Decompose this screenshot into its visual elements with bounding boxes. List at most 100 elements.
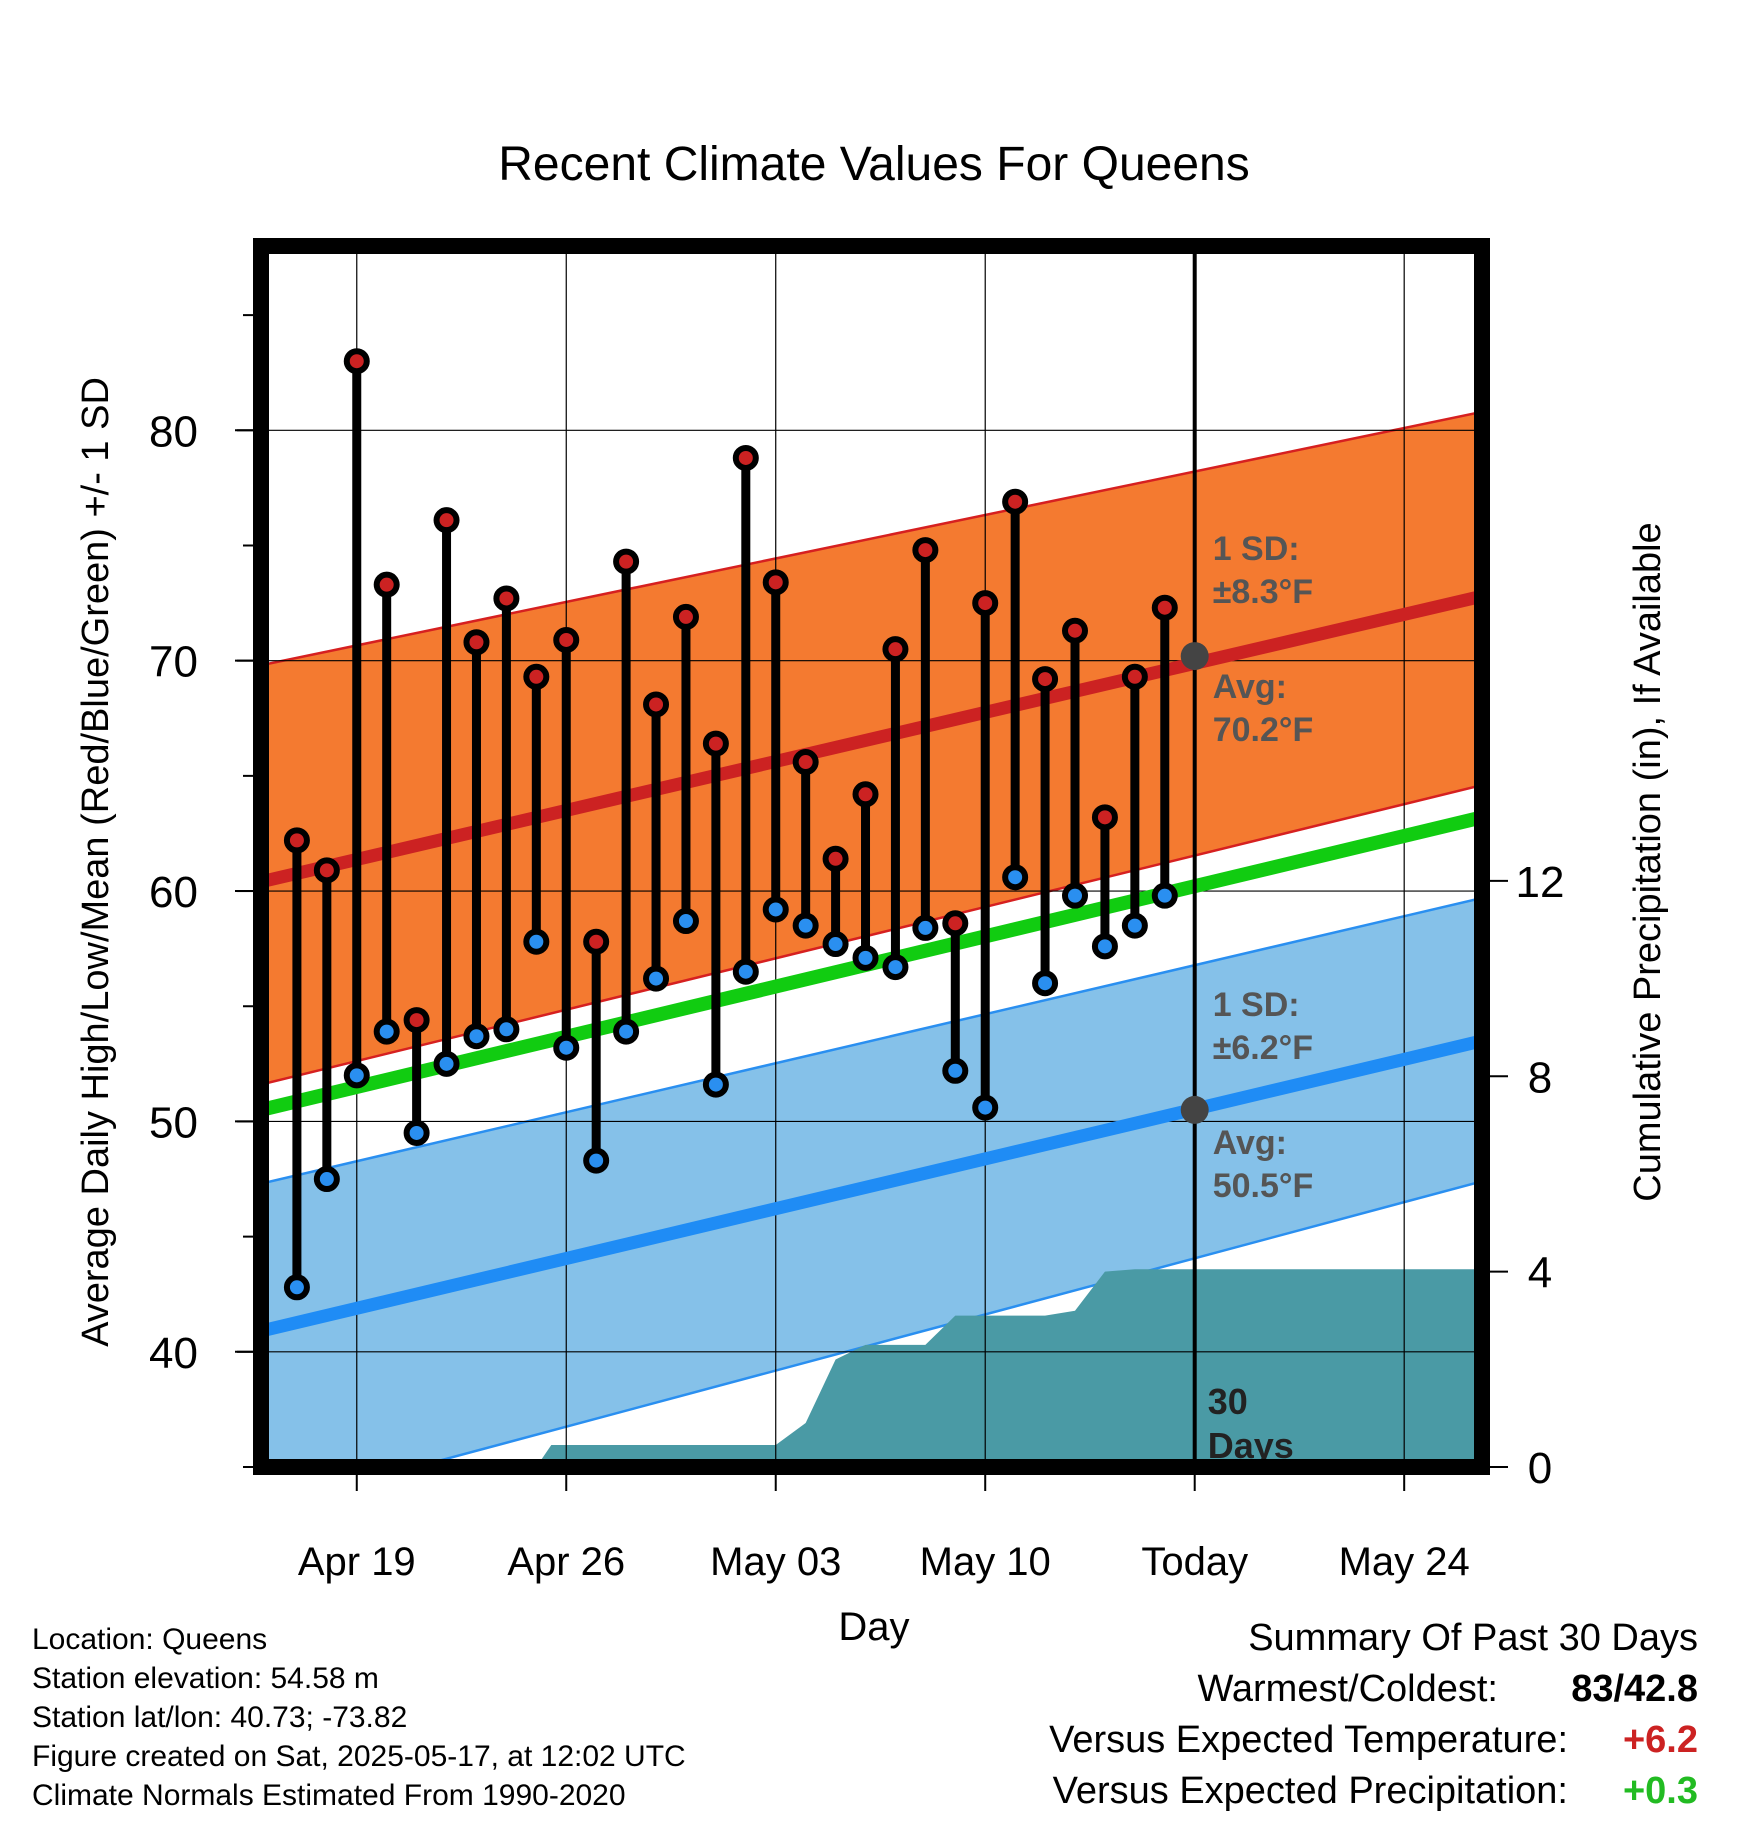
- high-point-16: [762, 569, 789, 596]
- y2-tick-label-0: 0: [1528, 1444, 1552, 1493]
- low-point-11: [613, 1018, 640, 1045]
- high-point-24: [1002, 488, 1029, 515]
- x-tick-label-4: Today: [1141, 1540, 1248, 1584]
- high-sd-value: ±8.3°F: [1213, 573, 1313, 611]
- window-label-number: 30: [1208, 1381, 1248, 1422]
- high-point-19: [852, 781, 879, 808]
- y-tick-label-70: 70: [149, 638, 198, 687]
- low-avg-label: Avg:: [1213, 1124, 1287, 1162]
- high-avg-line: [261, 589, 1482, 889]
- chart-title: Recent Climate Values For Queens: [498, 138, 1249, 191]
- low-point-26: [1062, 882, 1088, 909]
- low-point-12: [643, 965, 670, 992]
- low-point-5: [433, 1050, 460, 1077]
- high-avg-label: Avg:: [1213, 668, 1287, 706]
- high-point-3: [373, 571, 400, 598]
- y2-tick-label-4: 4: [1528, 1249, 1552, 1298]
- high-point-2: [343, 348, 370, 375]
- low-sd-label: 1 SD:: [1213, 986, 1300, 1024]
- y-tick-label-50: 50: [149, 1098, 198, 1147]
- high-sd-label: 1 SD:: [1213, 530, 1300, 568]
- y2-tick-label-8: 8: [1528, 1053, 1552, 1102]
- low-point-27: [1091, 933, 1118, 960]
- summary-precip-row: Versus Expected Precipitation: +0.3: [898, 1770, 1698, 1821]
- high-sd-band-upper-edge: [261, 410, 1482, 667]
- y2-tick-label-12: 12: [1516, 858, 1565, 907]
- high-point-6: [463, 629, 490, 656]
- high-point-10: [583, 928, 610, 955]
- summary-panel: Summary Of Past 30 Days Warmest/Coldest:…: [898, 1617, 1698, 1821]
- elevation-text: Station elevation: 54.58 m: [32, 1662, 379, 1695]
- low-point-28: [1121, 912, 1148, 939]
- x-tick-label-5: May 24: [1339, 1540, 1470, 1584]
- y-tick-label-80: 80: [149, 407, 198, 456]
- location-text: Location: Queens: [32, 1623, 268, 1656]
- high-point-15: [732, 444, 759, 471]
- precip-label: Versus Expected Precipitation:: [1052, 1770, 1568, 1812]
- created-text: Figure created on Sat, 2025-05-17, at 12…: [32, 1740, 686, 1773]
- today-high-avg-marker: [1180, 642, 1209, 671]
- low-point-14: [702, 1071, 729, 1098]
- low-point-17: [792, 912, 819, 939]
- x-tick-label-0: Apr 19: [298, 1540, 416, 1584]
- summary-temp-row: Versus Expected Temperature: +6.2: [898, 1719, 1698, 1770]
- high-point-8: [523, 663, 550, 690]
- low-point-20: [882, 954, 909, 981]
- plot-area: 1 SD: ±8.3°F Avg: 70.2°F 1 SD: ±6.2°F Avg: 50.5…: [261, 246, 1482, 1467]
- high-point-7: [493, 585, 520, 612]
- high-point-9: [553, 626, 580, 653]
- low-point-16: [762, 896, 789, 923]
- high-point-12: [643, 691, 670, 718]
- low-point-8: [523, 928, 550, 955]
- high-avg-value: 70.2°F: [1213, 711, 1314, 749]
- low-point-4: [403, 1119, 430, 1146]
- low-point-29: [1151, 882, 1178, 909]
- high-point-4: [403, 1007, 430, 1034]
- low-point-18: [822, 931, 849, 958]
- normals-text: Climate Normals Estimated From 1990-2020: [32, 1779, 626, 1812]
- low-point-24: [1002, 864, 1029, 891]
- low-point-22: [942, 1057, 969, 1084]
- high-point-26: [1062, 617, 1088, 644]
- low-sd-value: ±6.2°F: [1213, 1029, 1313, 1067]
- today-low-avg-marker: [1180, 1095, 1209, 1124]
- high-point-20: [882, 636, 909, 663]
- summary-warmest-row: Warmest/Coldest: 83/42.8: [898, 1668, 1698, 1719]
- high-point-21: [912, 537, 939, 564]
- high-point-13: [672, 603, 699, 630]
- high-point-28: [1121, 663, 1148, 690]
- y-tick-label-60: 60: [149, 868, 198, 917]
- low-sd-band-lower-edge: [410, 1180, 1482, 1467]
- y-tick-label-40: 40: [149, 1329, 198, 1378]
- x-tick-label-2: May 03: [710, 1540, 841, 1584]
- low-point-15: [732, 958, 759, 985]
- high-point-0: [283, 827, 310, 854]
- x-axis-label: Day: [838, 1605, 909, 1649]
- low-point-7: [493, 1016, 520, 1043]
- warmest-coldest-value: 83/42.8: [1571, 1668, 1698, 1710]
- high-point-17: [792, 749, 819, 776]
- warmest-value: 83: [1571, 1668, 1614, 1710]
- high-point-25: [1032, 666, 1059, 693]
- low-point-21: [912, 914, 939, 941]
- high-point-5: [433, 507, 460, 534]
- station-metadata: Location: Queens Station elevation: 54.5…: [32, 1620, 686, 1815]
- low-avg-value: 50.5°F: [1213, 1167, 1314, 1205]
- y-axis-label: Average Daily High/Low/Mean (Red/Blue/Gr…: [75, 377, 117, 1347]
- low-point-1: [313, 1166, 340, 1193]
- low-point-25: [1032, 970, 1059, 997]
- precipitation-area: [261, 1269, 1482, 1467]
- low-point-3: [373, 1018, 400, 1045]
- high-point-18: [822, 845, 849, 872]
- coldest-value: 42.8: [1624, 1668, 1698, 1710]
- high-point-11: [613, 548, 640, 575]
- low-point-0: [283, 1274, 310, 1301]
- high-point-23: [972, 590, 999, 617]
- x-tick-label-1: Apr 26: [507, 1540, 625, 1584]
- high-point-1: [313, 857, 340, 884]
- warmest-label: Warmest/Coldest:: [1197, 1668, 1498, 1710]
- high-point-14: [702, 730, 729, 757]
- low-point-2: [343, 1062, 370, 1089]
